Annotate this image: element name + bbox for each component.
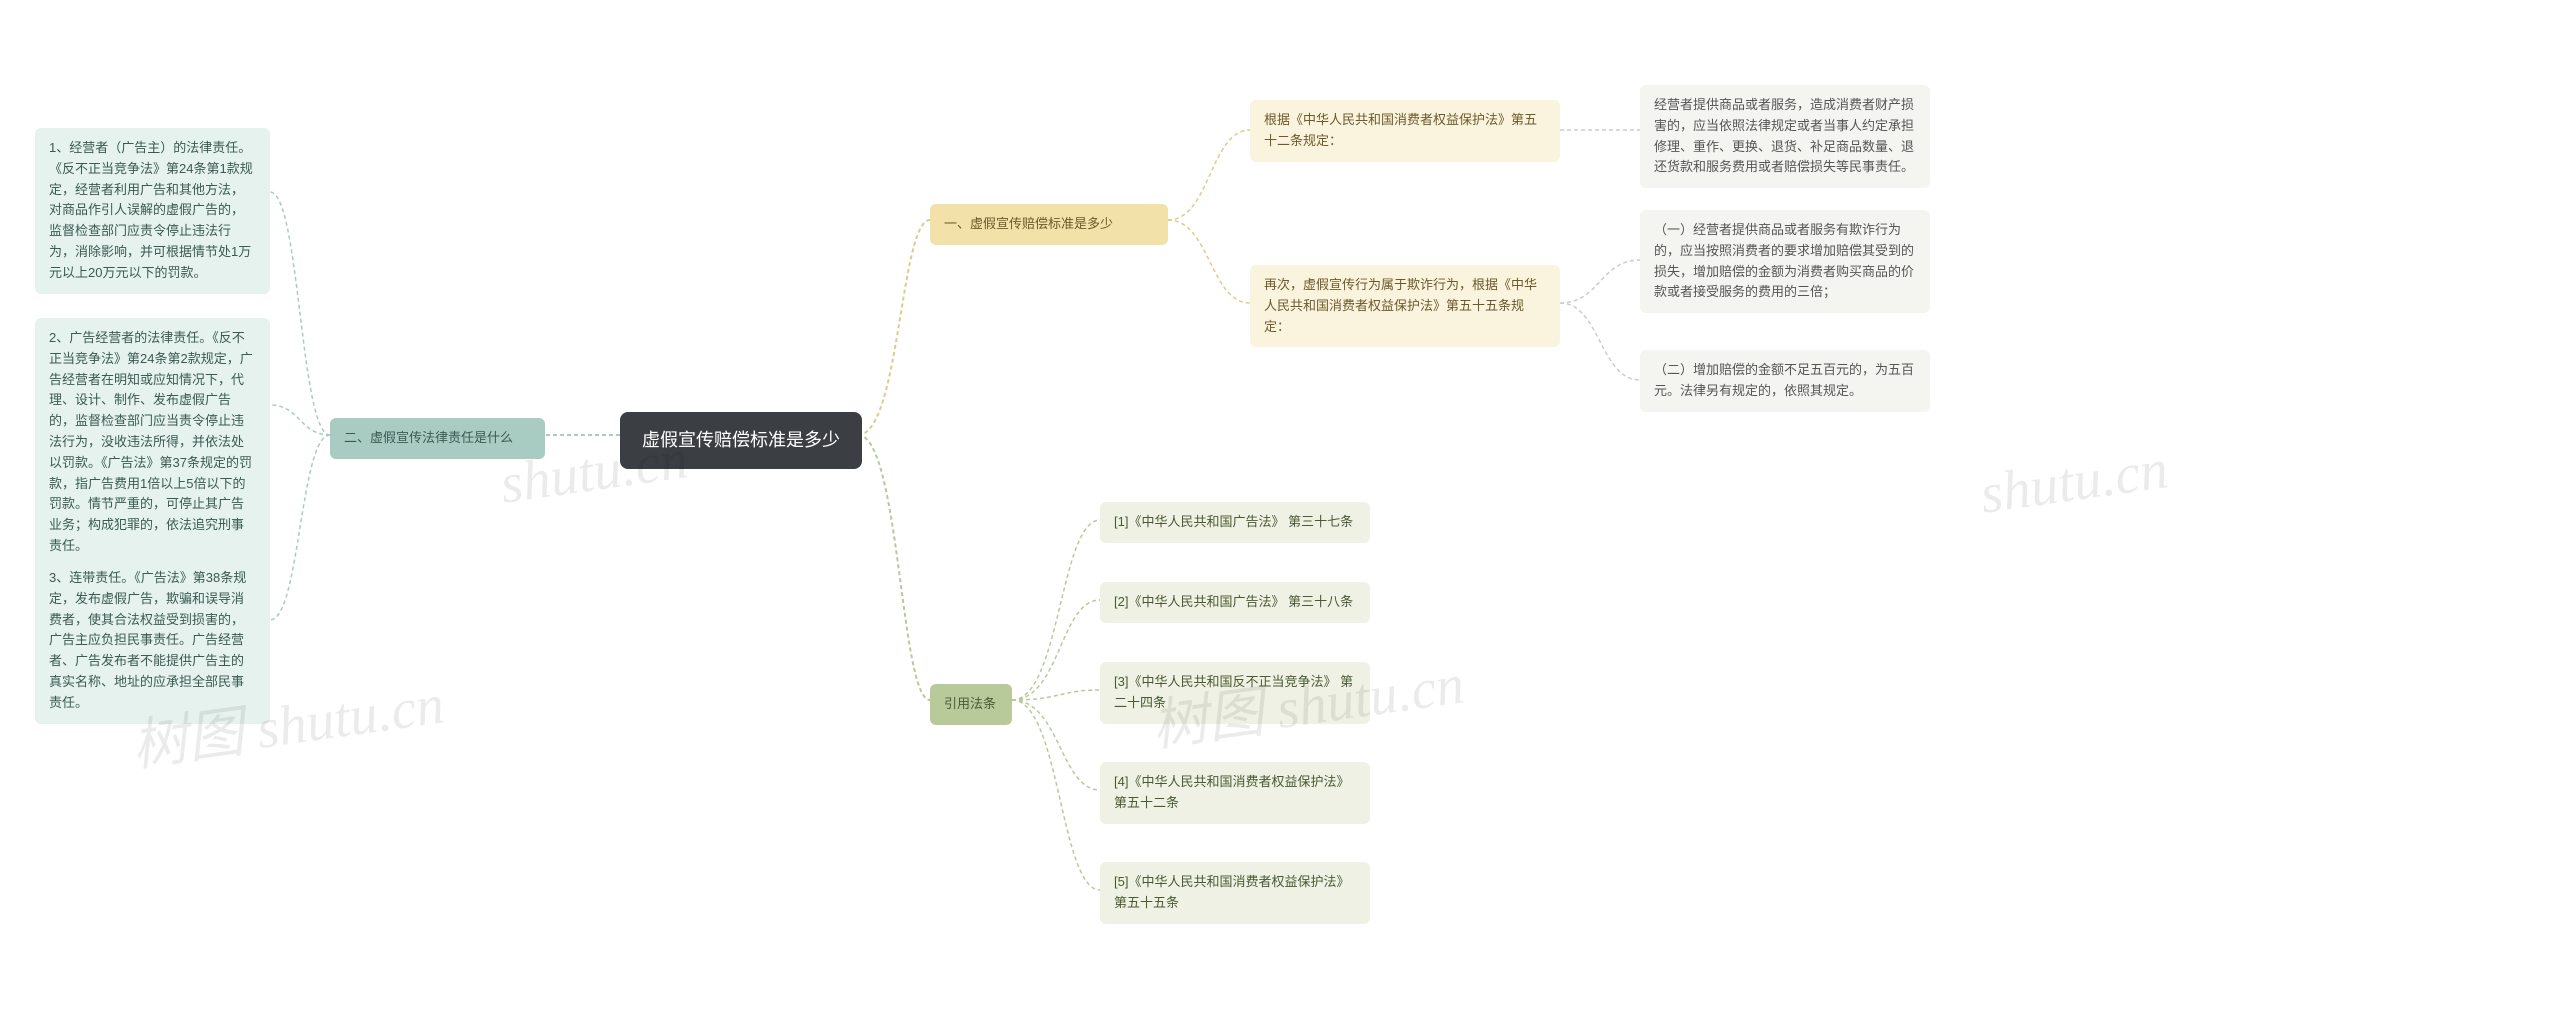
branch-left-child-2: 2、广告经营者的法律责任。《反不正当竞争法》第24条第2款规定，广告经营者在明知… bbox=[35, 318, 270, 567]
branch-right2-child-1: [1]《中华人民共和国广告法》 第三十七条 bbox=[1100, 502, 1370, 543]
root-node[interactable]: 虚假宣传赔偿标准是多少 bbox=[620, 412, 862, 469]
branch-right2-title[interactable]: 引用法条 bbox=[930, 684, 1012, 725]
branch-right1-child-1: 根据《中华人民共和国消费者权益保护法》第五十二条规定： bbox=[1250, 100, 1560, 162]
branch-right2-child-5: [5]《中华人民共和国消费者权益保护法》 第五十五条 bbox=[1100, 862, 1370, 924]
branch-right2-child-4: [4]《中华人民共和国消费者权益保护法》 第五十二条 bbox=[1100, 762, 1370, 824]
branch-right2-child-2: [2]《中华人民共和国广告法》 第三十八条 bbox=[1100, 582, 1370, 623]
watermark-4: shutu.cn bbox=[1976, 437, 2171, 527]
branch-left-child-3: 3、连带责任。《广告法》第38条规定，发布虚假广告，欺骗和误导消费者，使其合法权… bbox=[35, 558, 270, 724]
branch-left-child-1: 1、经营者（广告主）的法律责任。《反不正当竞争法》第24条第1款规定，经营者利用… bbox=[35, 128, 270, 294]
branch-right1-child-2: 再次，虚假宣传行为属于欺诈行为，根据《中华人民共和国消费者权益保护法》第五十五条… bbox=[1250, 265, 1560, 347]
branch-right1-title[interactable]: 一、虚假宣传赔偿标准是多少 bbox=[930, 204, 1168, 245]
branch-right2-child-3: [3]《中华人民共和国反不正当竞争法》 第二十四条 bbox=[1100, 662, 1370, 724]
branch-right1-leaf-1: 经营者提供商品或者服务，造成消费者财产损害的，应当依照法律规定或者当事人约定承担… bbox=[1640, 85, 1930, 188]
branch-left-title[interactable]: 二、虚假宣传法律责任是什么 bbox=[330, 418, 545, 459]
branch-right1-leaf-2: （一）经营者提供商品或者服务有欺诈行为的，应当按照消费者的要求增加赔偿其受到的损… bbox=[1640, 210, 1930, 313]
branch-right1-leaf-3: （二）增加赔偿的金额不足五百元的，为五百元。法律另有规定的，依照其规定。 bbox=[1640, 350, 1930, 412]
